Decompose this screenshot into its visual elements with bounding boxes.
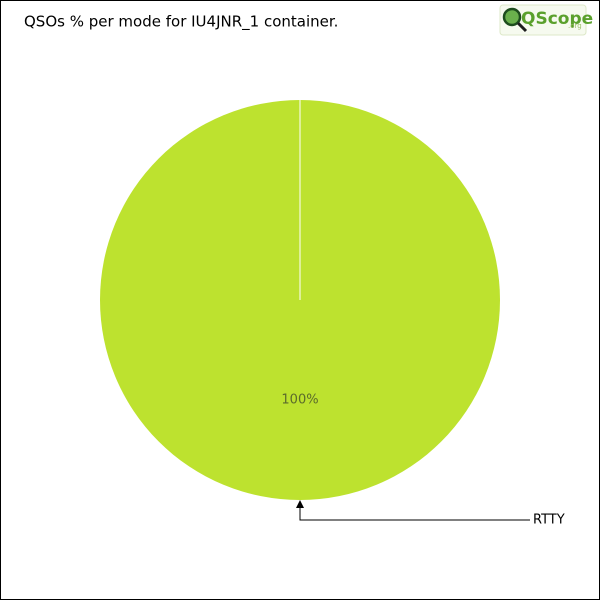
- logo-handle: [516, 21, 528, 33]
- logo-suffix: .org: [568, 22, 582, 30]
- logo-lens: [502, 7, 522, 27]
- logo-text: QScope: [521, 9, 593, 29]
- callout-arrow: [296, 500, 304, 508]
- logo: QScope .org: [499, 4, 593, 36]
- chart-title: QSOs % per mode for IU4JNR_1 container.: [24, 13, 338, 32]
- category-label: RTTY: [533, 513, 565, 528]
- callout-line: [299, 506, 530, 521]
- value-label: 100%: [281, 393, 318, 408]
